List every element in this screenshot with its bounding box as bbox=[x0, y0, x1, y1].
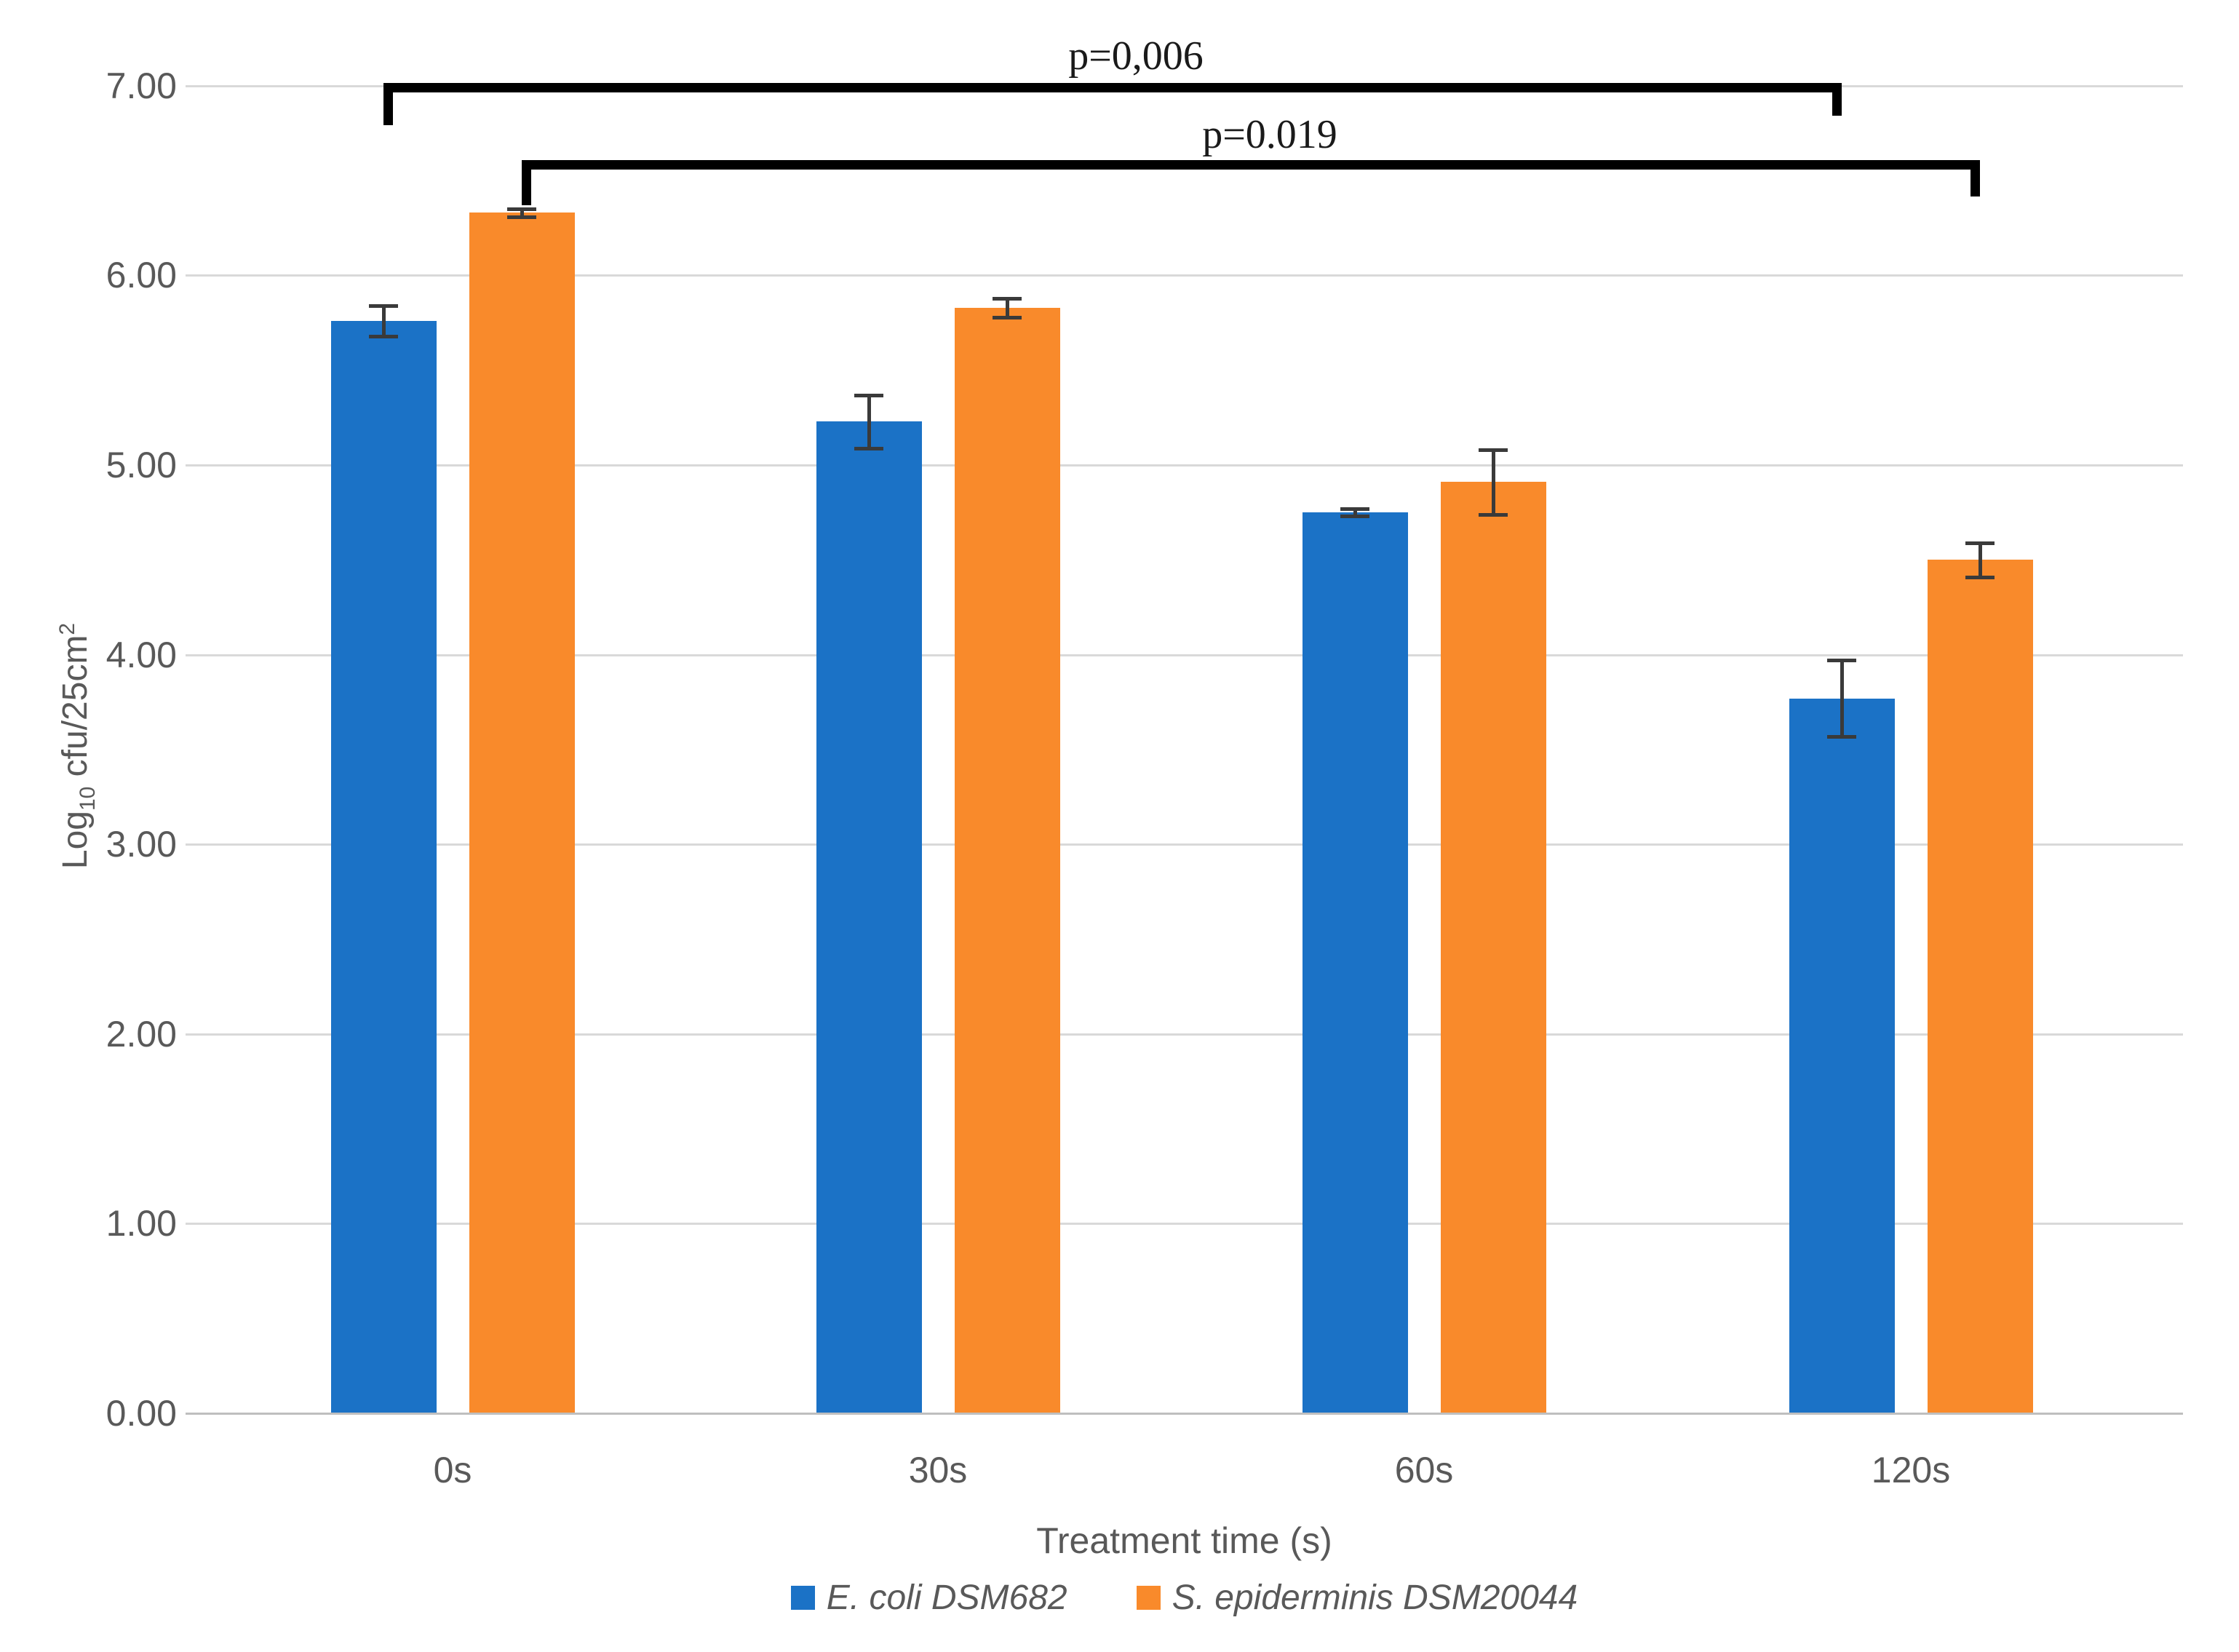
y-tick-label: 4.00 bbox=[106, 634, 177, 675]
x-tick-label-120s: 120s bbox=[1871, 1450, 1951, 1490]
legend-swatch-ecoli bbox=[790, 1586, 815, 1610]
error-bar-cap-top bbox=[1827, 659, 1856, 663]
error-bar-cap-top bbox=[1340, 507, 1369, 511]
significance-bracket-right-tick bbox=[1832, 83, 1842, 116]
x-tick-label-0s: 0s bbox=[433, 1450, 472, 1490]
error-bar-cap-bottom bbox=[369, 334, 398, 338]
error-bar-cap-bottom bbox=[1340, 515, 1369, 519]
x-axis-title: Treatment time (s) bbox=[1036, 1520, 1332, 1561]
bar-ecoli-30s bbox=[816, 421, 922, 1413]
y-axis-title-superscript: 2 bbox=[55, 622, 80, 635]
y-tick-label: 6.00 bbox=[106, 255, 177, 296]
y-axis-title-mid: cfu/25cm bbox=[56, 635, 95, 787]
error-bar-cap-bottom bbox=[507, 215, 536, 219]
y-tick-label: 3.00 bbox=[106, 824, 177, 865]
gridline-4.00 bbox=[186, 654, 2183, 656]
gridline-0.00 bbox=[186, 1413, 2183, 1415]
error-bar-whisker bbox=[1840, 660, 1844, 736]
x-tick-label-60s: 60s bbox=[1394, 1450, 1454, 1490]
legend-label-ecoli: E. coli DSM682 bbox=[826, 1578, 1067, 1617]
gridline-1.00 bbox=[186, 1223, 2183, 1226]
gridline-5.00 bbox=[186, 464, 2183, 466]
error-bar-whisker bbox=[1978, 542, 1982, 577]
error-bar-cap-top bbox=[993, 296, 1022, 301]
legend-label-sepiderminis: S. epiderminis DSM20044 bbox=[1172, 1578, 1578, 1617]
y-axis-title-text: Log bbox=[56, 811, 95, 870]
error-bar-cap-bottom bbox=[1479, 512, 1508, 517]
y-axis-title: Log10 cfu/25cm2 bbox=[55, 623, 100, 869]
bar-sepiderminis-60s bbox=[1440, 482, 1546, 1413]
legend: E. coli DSM682 S. epiderminis DSM20044 bbox=[186, 1578, 2183, 1618]
error-bar-cap-top bbox=[369, 304, 398, 309]
significance-bracket-line bbox=[383, 83, 1842, 92]
error-bar-whisker bbox=[1353, 508, 1357, 517]
significance-bracket-right-tick bbox=[1970, 160, 1980, 196]
y-tick-label: 5.00 bbox=[106, 445, 177, 485]
significance-bracket-left-tick bbox=[383, 83, 393, 125]
y-tick-label: 7.00 bbox=[106, 65, 177, 106]
error-bar-cap-bottom bbox=[1965, 575, 1995, 579]
significance-bracket-line bbox=[522, 160, 1980, 170]
error-bar-whisker bbox=[520, 209, 524, 217]
error-bar-cap-top bbox=[854, 393, 883, 397]
error-bar-cap-bottom bbox=[854, 446, 883, 450]
y-axis-title-subscript: 10 bbox=[75, 786, 100, 811]
bar-sepiderminis-120s bbox=[1927, 560, 2033, 1413]
legend-item-ecoli: E. coli DSM682 bbox=[790, 1578, 1067, 1618]
legend-item-sepiderminis: S. epiderminis DSM20044 bbox=[1136, 1578, 1578, 1618]
bar-sepiderminis-0s bbox=[469, 213, 575, 1413]
error-bar-whisker bbox=[867, 394, 871, 448]
error-bar-whisker bbox=[381, 306, 386, 336]
error-bar-cap-bottom bbox=[1827, 734, 1856, 739]
significance-bracket-left-tick bbox=[522, 160, 531, 205]
error-bar-whisker bbox=[1491, 450, 1495, 515]
error-bar-whisker bbox=[1005, 298, 1009, 317]
error-bar-cap-top bbox=[507, 207, 536, 212]
x-tick-label-30s: 30s bbox=[908, 1450, 968, 1490]
bar-ecoli-120s bbox=[1789, 698, 1895, 1413]
gridline-6.00 bbox=[186, 274, 2183, 277]
bar-ecoli-60s bbox=[1302, 512, 1408, 1413]
error-bar-cap-top bbox=[1965, 541, 1995, 545]
gridline-2.00 bbox=[186, 1033, 2183, 1036]
bar-ecoli-0s bbox=[330, 320, 437, 1413]
legend-swatch-sepiderminis bbox=[1136, 1586, 1161, 1610]
y-tick-label: 1.00 bbox=[106, 1203, 177, 1244]
y-tick-label: 0.00 bbox=[106, 1393, 177, 1434]
bar-sepiderminis-30s bbox=[954, 307, 1060, 1413]
error-bar-cap-bottom bbox=[993, 315, 1022, 319]
y-tick-label: 2.00 bbox=[106, 1013, 177, 1055]
p-value-label: p=0,006 bbox=[1068, 33, 1204, 79]
gridline-3.00 bbox=[186, 843, 2183, 846]
p-value-label: p=0.019 bbox=[1202, 112, 1337, 157]
error-bar-cap-top bbox=[1479, 448, 1508, 453]
